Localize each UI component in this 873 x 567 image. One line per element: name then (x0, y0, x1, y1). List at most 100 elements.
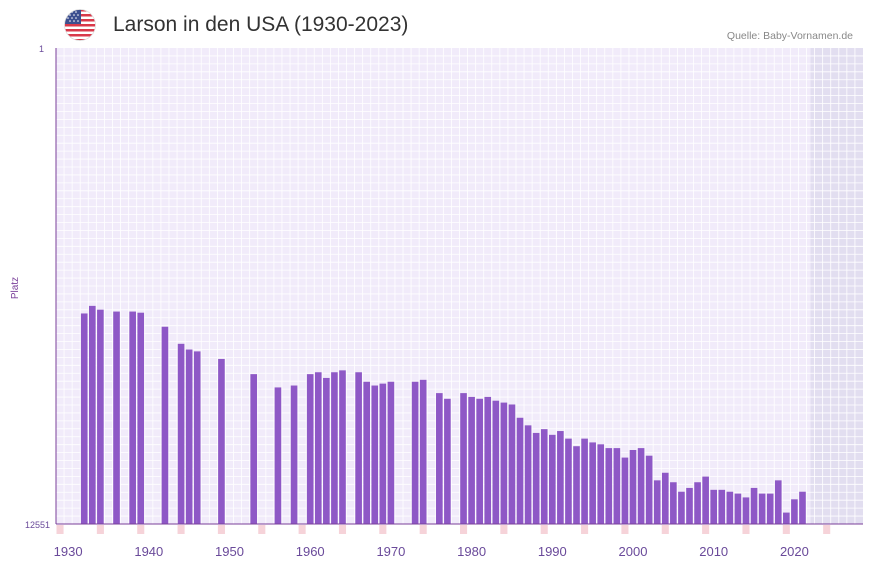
y-axis-bottom-label: 12551 (25, 520, 50, 530)
bar-1946 (193, 351, 201, 524)
bar-2018 (774, 480, 782, 524)
x-tick-marker (661, 525, 669, 534)
bar-2009 (702, 476, 709, 524)
bar-1945 (185, 349, 193, 524)
bar-1977 (444, 398, 451, 524)
x-tick-marker (500, 525, 508, 534)
x-tick-marker (419, 525, 427, 534)
bar-1982 (484, 396, 492, 524)
x-tick-label-2010: 2010 (699, 544, 728, 559)
chart-title: Larson in den USA (1930-2023) (113, 13, 409, 36)
x-tick-marker (338, 525, 347, 534)
bar-1942 (161, 326, 169, 524)
bar-2010 (710, 489, 718, 524)
bar-1981 (476, 398, 483, 524)
bar-1939 (137, 312, 145, 524)
bar-1969 (379, 383, 387, 524)
bar-2021 (799, 491, 806, 524)
bar-1976 (436, 393, 443, 524)
bar-2008 (694, 482, 701, 524)
x-tick-label-2020: 2020 (780, 544, 809, 559)
x-tick-marker (137, 525, 145, 534)
bar-2020 (791, 499, 798, 524)
bar-1960 (306, 374, 314, 524)
bar-2002 (645, 455, 653, 524)
x-tick-marker (217, 525, 225, 534)
x-tick-label-2000: 2000 (619, 544, 648, 559)
bar-1990 (548, 434, 556, 524)
bar-1999 (621, 457, 629, 524)
bar-2000 (629, 450, 637, 524)
bar-1988 (532, 432, 540, 524)
bar-2015 (750, 487, 758, 524)
bar-1961 (314, 372, 322, 524)
bar-1962 (323, 377, 330, 524)
bar-1968 (371, 385, 379, 524)
bar-1984 (500, 402, 508, 524)
bar-1980 (468, 396, 475, 524)
bar-1932 (80, 313, 88, 524)
us-flag-icon (64, 9, 96, 41)
x-tick-marker (96, 525, 104, 534)
bar-1998 (613, 448, 621, 524)
bar-1973 (411, 381, 419, 524)
bar-1967 (363, 381, 371, 524)
bar-1979 (460, 393, 467, 524)
x-tick-marker (621, 525, 629, 534)
source-label: Quelle: Baby-Vornamen.de (726, 30, 853, 42)
bar-1936 (113, 311, 120, 524)
bar-1956 (274, 387, 282, 524)
bar-1989 (540, 429, 548, 524)
x-tick-label-1980: 1980 (457, 544, 486, 559)
bar-2007 (686, 487, 693, 524)
bar-2001 (637, 448, 645, 524)
x-tick-marker (742, 525, 750, 534)
x-tick-marker (298, 525, 306, 534)
bar-1985 (508, 404, 516, 524)
bar-2011 (718, 489, 726, 524)
bar-2013 (734, 493, 742, 524)
x-tick-marker (177, 525, 185, 534)
bar-2005 (670, 482, 677, 524)
x-tick-label-1970: 1970 (376, 544, 405, 559)
x-tick-marker (702, 525, 710, 534)
bar-1934 (97, 309, 104, 524)
bar-1933 (89, 305, 96, 524)
bar-1974 (419, 379, 427, 524)
bar-1995 (589, 442, 596, 524)
bar-2016 (758, 493, 766, 524)
bar-1991 (557, 431, 564, 524)
bar-2017 (766, 493, 774, 524)
bar-1997 (605, 448, 613, 524)
x-tick-label-1960: 1960 (296, 544, 325, 559)
x-tick-marker (460, 525, 468, 534)
y-axis-top-label: 1 (39, 44, 44, 54)
x-tick-marker (782, 525, 790, 534)
x-tick-marker (379, 525, 387, 534)
x-tick-label-1930: 1930 (54, 544, 83, 559)
bar-2006 (678, 491, 685, 524)
bar-2004 (661, 472, 669, 524)
bar-1970 (387, 381, 395, 524)
bar-1958 (290, 385, 298, 524)
x-tick-marker (581, 525, 589, 534)
bar-1966 (355, 372, 362, 524)
y-axis-title: Platz (10, 277, 21, 299)
bar-1949 (218, 358, 225, 524)
x-tick-marker (56, 525, 64, 534)
bar-1987 (524, 425, 532, 524)
x-tick-marker (258, 525, 266, 534)
bar-1963 (331, 372, 338, 524)
bar-1992 (565, 438, 572, 524)
bar-1953 (250, 374, 258, 524)
x-tick-label-1950: 1950 (215, 544, 244, 559)
bar-1938 (129, 311, 136, 524)
x-tick-label-1940: 1940 (134, 544, 163, 559)
bar-2014 (742, 497, 750, 524)
x-tick-label-1990: 1990 (538, 544, 567, 559)
bar-1964 (339, 370, 346, 524)
bar-1983 (492, 400, 500, 524)
bar-2012 (726, 491, 734, 524)
bar-1944 (177, 343, 185, 524)
